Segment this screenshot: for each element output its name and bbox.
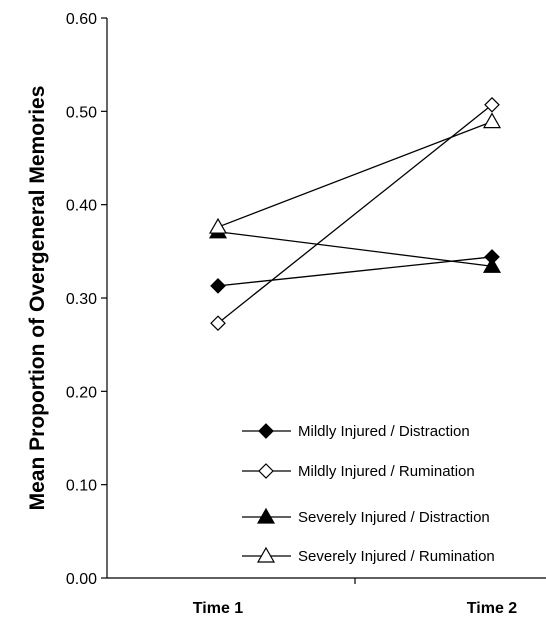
x-labels: Time 1 Time 2 (193, 578, 518, 617)
axes (106, 18, 546, 579)
y-tick-label: 0.50 (66, 104, 97, 121)
series-line-1 (217, 104, 493, 324)
data-point-marker (210, 278, 226, 294)
data-point-marker (208, 217, 228, 234)
data-point-marker (482, 112, 502, 129)
legend: Mildly Injured / Distraction Mildly Injur… (242, 423, 495, 565)
y-tick-label: 0.40 (66, 198, 97, 215)
legend-label: Severely Injured / Rumination (298, 548, 495, 565)
legend-marker (258, 463, 274, 479)
series-line-0 (217, 256, 493, 287)
x-category-label: Time 2 (467, 600, 518, 617)
series-line-3 (217, 120, 493, 228)
y-tick-label: 0.10 (66, 478, 97, 495)
series-line-2 (217, 231, 493, 267)
data-point-marker (482, 257, 502, 273)
data-point-marker (210, 315, 226, 332)
y-axis-label: Mean Proportion of Overgeneral Memories (26, 86, 49, 511)
y-tick-label: 0.30 (66, 291, 97, 308)
y-tick-label: 0.60 (66, 11, 97, 28)
x-category-label: Time 1 (193, 600, 244, 617)
series-markers (208, 96, 502, 332)
legend-marker (258, 423, 274, 439)
y-ticks: 0.00 0.10 0.20 0.30 0.40 0.50 0.60 (66, 11, 107, 588)
data-point-marker (484, 96, 500, 113)
legend-label: Mildly Injured / Rumination (298, 463, 475, 480)
legend-marker (256, 546, 276, 563)
series-lines (217, 104, 493, 324)
legend-label: Severely Injured / Distraction (298, 509, 490, 526)
y-tick-label: 0.00 (66, 571, 97, 588)
y-tick-label: 0.20 (66, 384, 97, 401)
legend-label: Mildly Injured / Distraction (298, 423, 470, 440)
legend-marker (256, 507, 276, 524)
